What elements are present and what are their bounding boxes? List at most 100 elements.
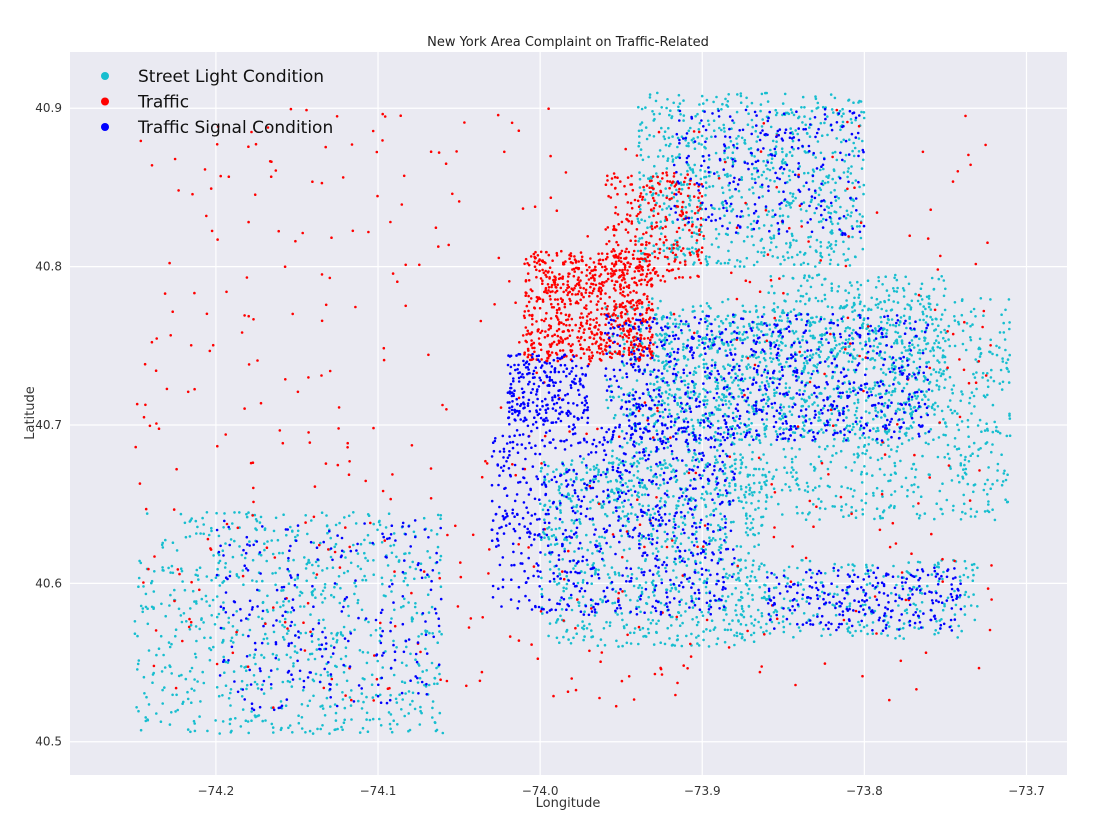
data-point (232, 641, 235, 644)
data-point (170, 642, 173, 646)
data-point (673, 417, 677, 421)
data-point (658, 338, 661, 342)
data-point (853, 303, 856, 306)
data-point (924, 307, 927, 311)
data-point (261, 600, 265, 604)
data-point (813, 440, 817, 443)
data-point (627, 353, 631, 357)
data-point (683, 523, 687, 526)
data-point (927, 294, 931, 298)
data-point (278, 566, 282, 570)
data-point (944, 287, 947, 291)
data-point (678, 236, 682, 240)
data-point (209, 648, 213, 652)
data-point (543, 336, 547, 339)
data-point (918, 561, 922, 564)
data-point (630, 494, 634, 497)
data-point (686, 445, 689, 448)
data-point (986, 393, 989, 397)
data-point (776, 256, 779, 259)
data-point (912, 346, 916, 349)
data-point (642, 188, 646, 192)
data-point (264, 719, 267, 722)
data-point (986, 372, 989, 375)
data-point (848, 387, 851, 391)
data-point (856, 456, 860, 459)
data-point (636, 599, 639, 602)
data-point (700, 353, 703, 357)
data-point (719, 375, 723, 378)
data-point (1008, 434, 1012, 438)
data-point (202, 621, 205, 624)
data-point (714, 151, 718, 155)
data-point (805, 292, 808, 296)
data-point (945, 498, 949, 502)
data-point (848, 602, 852, 605)
data-point (842, 315, 845, 319)
data-point (783, 327, 786, 331)
data-point (724, 532, 727, 536)
data-point (693, 309, 696, 313)
data-point (354, 522, 358, 525)
data-point (720, 319, 723, 323)
data-point (743, 138, 747, 142)
data-point (161, 702, 164, 705)
data-point (833, 188, 836, 192)
data-point (924, 378, 927, 381)
data-point (852, 386, 855, 390)
data-point (835, 137, 838, 140)
data-point (732, 442, 736, 446)
data-point (969, 338, 973, 342)
data-point (686, 338, 690, 342)
data-point (621, 510, 625, 513)
data-point (585, 627, 589, 630)
data-point (641, 493, 644, 497)
data-point (656, 306, 660, 310)
data-point (171, 571, 175, 575)
data-point (755, 334, 759, 337)
data-point (918, 514, 922, 517)
data-point (739, 622, 743, 626)
data-point (895, 278, 899, 282)
data-point (887, 367, 891, 371)
data-point (844, 426, 848, 430)
data-point (894, 371, 897, 375)
data-point (877, 392, 881, 396)
data-point (614, 573, 617, 576)
data-point (223, 512, 226, 515)
data-point (272, 731, 275, 734)
data-point (821, 179, 825, 183)
data-point (563, 494, 566, 498)
data-point (614, 413, 617, 417)
data-point (652, 579, 655, 583)
data-point (730, 592, 734, 596)
data-point (770, 495, 773, 499)
data-point (641, 158, 645, 162)
data-point (936, 334, 940, 338)
data-point (893, 461, 896, 465)
data-point (823, 293, 827, 297)
data-point (668, 113, 671, 117)
data-point (647, 155, 650, 159)
data-point (628, 408, 632, 411)
data-point (348, 696, 352, 699)
data-point (676, 145, 679, 149)
data-point (875, 297, 879, 301)
data-point (876, 411, 880, 414)
data-point (836, 352, 840, 355)
data-point (762, 405, 765, 409)
data-point (863, 436, 867, 440)
data-point (832, 169, 836, 173)
data-point (753, 618, 757, 621)
data-point (628, 412, 632, 416)
data-point (987, 466, 990, 469)
data-point (764, 358, 767, 362)
data-point (989, 338, 992, 342)
data-point (326, 670, 329, 674)
data-point (778, 214, 782, 218)
data-point (781, 341, 784, 345)
data-point (621, 335, 625, 339)
data-point (698, 424, 702, 427)
data-point (915, 366, 919, 370)
data-point (361, 578, 364, 582)
